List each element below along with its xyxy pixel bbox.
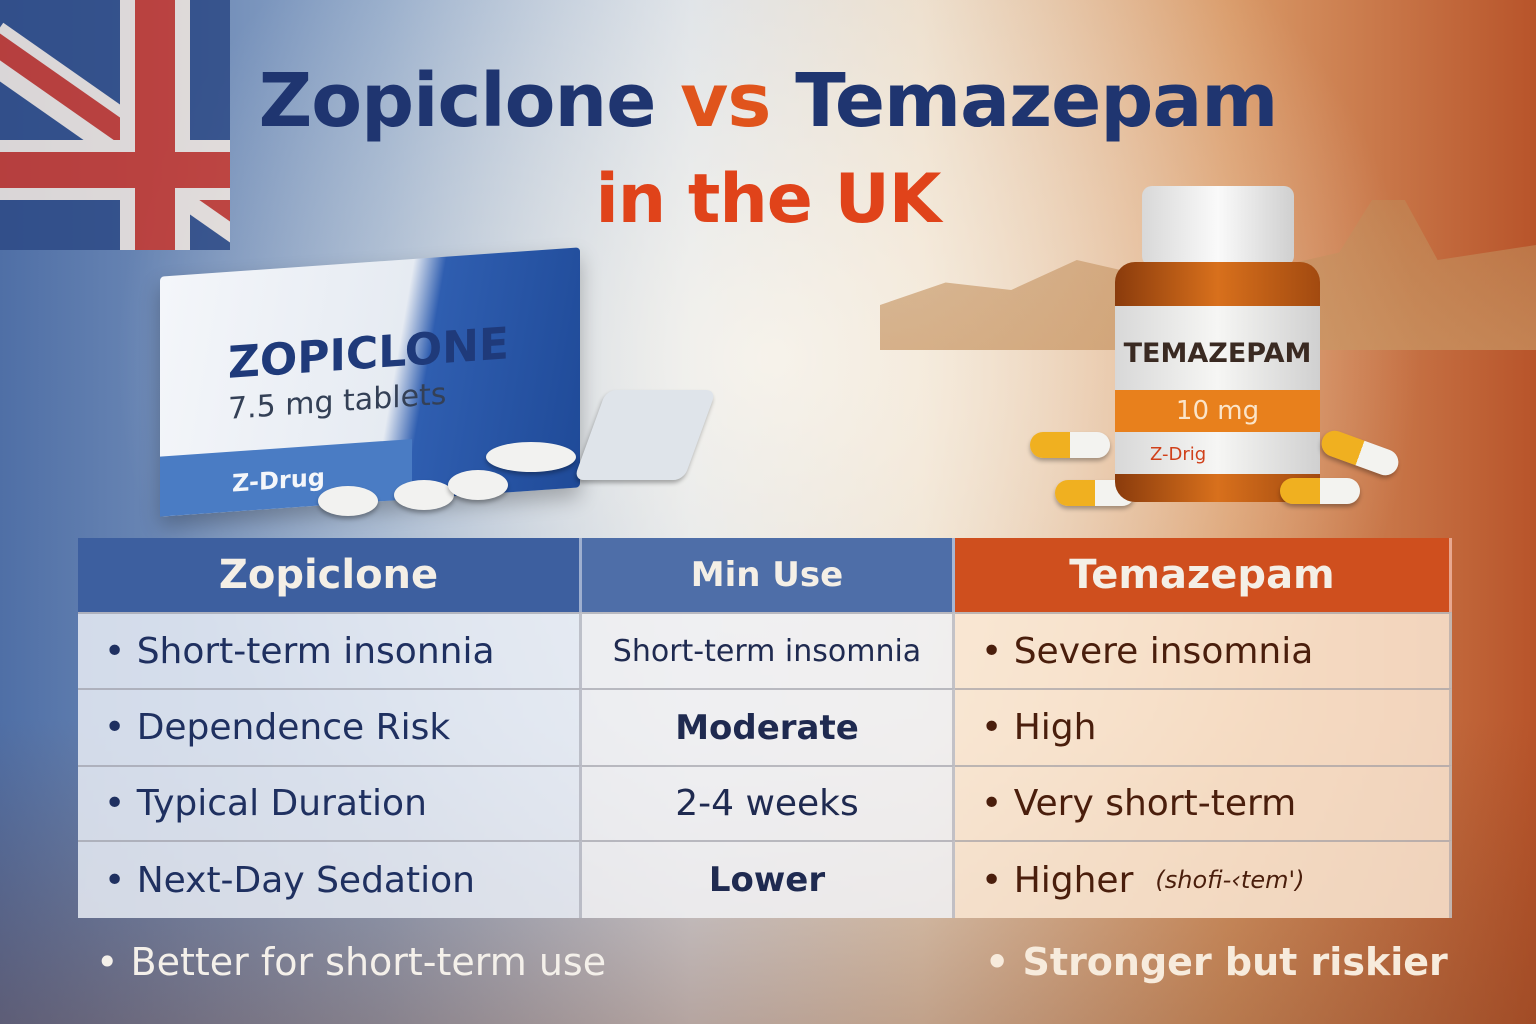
cell-text: Short-term insonnia — [136, 630, 495, 672]
footer-right-text: Stronger but riskier — [1022, 940, 1448, 984]
table-cell-left: • Dependence Risk — [78, 688, 582, 765]
table-cell-middle: Short-term insomnia — [582, 612, 955, 688]
header-zopiclone: Zopiclone — [78, 538, 582, 612]
comparison-table: Zopiclone Min Use Temazepam • Short-term… — [78, 538, 1452, 918]
zopiclone-box: ZOPICLONE 7.5 mg tablets Z-Drug — [160, 247, 580, 517]
title-vs: vs — [680, 58, 771, 144]
capsule — [1030, 432, 1110, 458]
table-cell-left: • Typical Duration — [78, 765, 582, 840]
footer-right: • Stronger but riskier — [985, 940, 1448, 984]
page-subtitle: in the UK — [595, 160, 941, 239]
table-cell-right: • Very short-term — [955, 765, 1452, 840]
union-jack-flag — [0, 0, 230, 250]
table-cell-middle: 2-4 weeks — [582, 765, 955, 840]
table-cell-left: • Short-term insonnia — [78, 612, 582, 688]
cell-text: Dependence Risk — [136, 707, 451, 748]
cell-text: Severe insomnia — [1013, 630, 1314, 672]
page-title: Zopiclone vs Temazepam — [0, 58, 1536, 144]
cell-text: Typical Duration — [136, 783, 427, 824]
tablet — [448, 470, 508, 500]
cell-note: (shofi-‹tem') — [1155, 866, 1305, 894]
table-cell-left: • Next-Day Sedation — [78, 840, 582, 918]
header-temazepam: Temazepam — [955, 538, 1452, 612]
footer-left: • Better for short-term use — [96, 940, 607, 984]
cell-text: High — [1013, 707, 1097, 748]
table-cell-right: • High — [955, 688, 1452, 765]
table-cell-middle: Moderate — [582, 688, 955, 765]
box-name: ZOPICLONE — [228, 318, 509, 389]
table-cell-middle: Lower — [582, 840, 955, 918]
table-cell-right: • Higher (shofi-‹tem') — [955, 840, 1452, 918]
cell-text: Higher — [1013, 859, 1134, 901]
title-drug-b: Temazepam — [795, 58, 1278, 144]
bottle-dose: 10 mg — [1115, 390, 1320, 432]
tablet — [486, 442, 576, 472]
cell-text: Next-Day Sedation — [136, 859, 475, 901]
title-drug-a: Zopiclone — [258, 58, 657, 144]
cell-text: Very short-term — [1013, 783, 1297, 824]
table-cell-right: • Severe insomnia — [955, 612, 1452, 688]
header-min-use: Min Use — [582, 538, 955, 612]
tablet — [318, 486, 378, 516]
bottle-name: TEMAZEPAM — [1123, 338, 1312, 369]
capsule — [1280, 478, 1360, 504]
bottle-cap — [1142, 186, 1294, 266]
footer-left-text: Better for short-term use — [130, 940, 607, 984]
tablet — [394, 480, 454, 510]
bottle-brand: Z-Drig — [1150, 444, 1207, 465]
